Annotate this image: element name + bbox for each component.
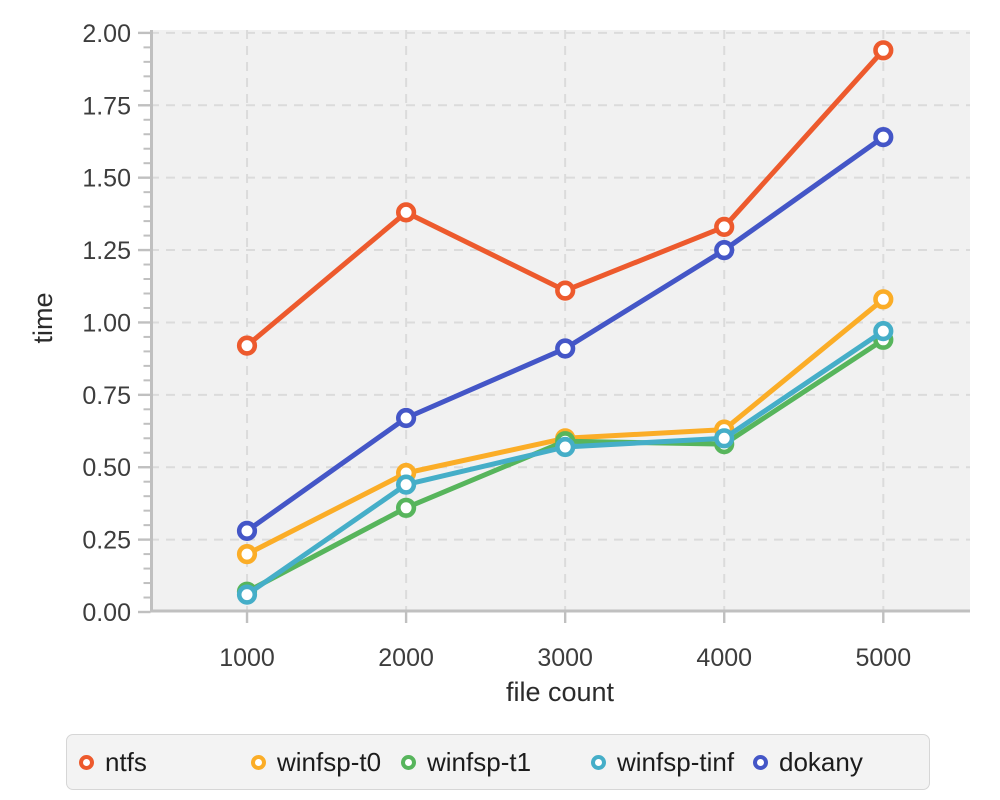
data-point-marker bbox=[396, 407, 417, 429]
series-ntfs bbox=[236, 40, 894, 356]
data-point-marker bbox=[396, 497, 417, 518]
x-tick-label: 4000 bbox=[696, 644, 752, 672]
data-point-marker bbox=[555, 436, 576, 458]
legend-item-label: winfsp-t1 bbox=[427, 747, 532, 777]
legend-marker-icon bbox=[753, 754, 768, 770]
line-chart: 0.00 0.25 0.50 0.75 1.00 1.25 1.50 1.75 2.00 1000… bbox=[28, 20, 970, 707]
legend-marker-icon bbox=[251, 754, 266, 770]
gridlines bbox=[150, 30, 970, 612]
data-point-marker bbox=[714, 240, 735, 261]
plot-generated-content: 0.00 0.25 0.50 0.75 1.00 1.25 1.50 1.75 2.00 1000… bbox=[82, 20, 970, 672]
legend-marker-icon bbox=[401, 754, 416, 770]
data-point-marker bbox=[236, 584, 258, 605]
legend-marker-icon bbox=[79, 754, 94, 770]
data-point-marker bbox=[714, 428, 735, 449]
data-point-marker bbox=[873, 321, 894, 342]
tick-labels: 0.00 0.25 0.50 0.75 1.00 1.25 1.50 1.75 2.00 1000… bbox=[82, 20, 911, 672]
legend-marker-icon bbox=[591, 754, 606, 770]
data-point-marker bbox=[236, 520, 258, 542]
data-point-marker bbox=[873, 40, 894, 61]
data-point-marker bbox=[714, 216, 735, 237]
data-point-marker bbox=[396, 474, 417, 495]
legend-item-label: winfsp-t0 bbox=[277, 747, 382, 777]
legend: ntfs winfsp-t0 winfsp-t1 winfsp-tinf dokany bbox=[66, 734, 930, 790]
x-tick-label: 1000 bbox=[219, 644, 275, 672]
legend-item-winfsp-tinf[interactable]: winfsp-tinf bbox=[591, 749, 734, 775]
data-point-marker bbox=[555, 280, 576, 301]
legend-item-label: dokany bbox=[779, 747, 863, 777]
series-dokany bbox=[236, 127, 894, 542]
legend-item-winfsp-t1[interactable]: winfsp-t1 bbox=[401, 749, 531, 775]
data-point-marker bbox=[873, 127, 894, 148]
y-axis-title: time bbox=[28, 292, 58, 343]
plot-area bbox=[150, 30, 970, 612]
legend-item-label: winfsp-tinf bbox=[617, 747, 735, 777]
legend-item-label: ntfs bbox=[105, 747, 147, 777]
y-tick-label: 0.25 bbox=[82, 527, 131, 555]
y-tick-label: 2.00 bbox=[82, 20, 131, 48]
y-tick-label: 1.00 bbox=[82, 309, 131, 337]
data-point-marker bbox=[873, 289, 894, 310]
series-winfsp-tinf bbox=[236, 321, 894, 605]
y-tick-label: 0.50 bbox=[82, 454, 131, 482]
legend-item-ntfs[interactable]: ntfs bbox=[79, 749, 147, 775]
x-axis-title: file count bbox=[506, 677, 615, 707]
x-tick-label: 3000 bbox=[537, 644, 593, 672]
y-tick-label: 1.75 bbox=[82, 92, 131, 120]
legend-item-winfsp-t0[interactable]: winfsp-t0 bbox=[251, 749, 381, 775]
axes bbox=[150, 30, 970, 613]
axis-ticks bbox=[138, 31, 885, 623]
y-tick-label: 0.75 bbox=[82, 382, 131, 410]
x-tick-label: 5000 bbox=[855, 644, 911, 672]
y-tick-label: 1.25 bbox=[82, 237, 131, 265]
data-point-marker bbox=[396, 202, 417, 223]
x-tick-label: 2000 bbox=[378, 644, 434, 672]
y-tick-label: 0.00 bbox=[82, 599, 131, 627]
y-tick-label: 1.50 bbox=[82, 165, 131, 193]
data-point-marker bbox=[555, 338, 576, 359]
legend-item-dokany[interactable]: dokany bbox=[753, 749, 863, 775]
data-point-marker bbox=[236, 335, 258, 356]
data-point-marker bbox=[236, 543, 258, 565]
